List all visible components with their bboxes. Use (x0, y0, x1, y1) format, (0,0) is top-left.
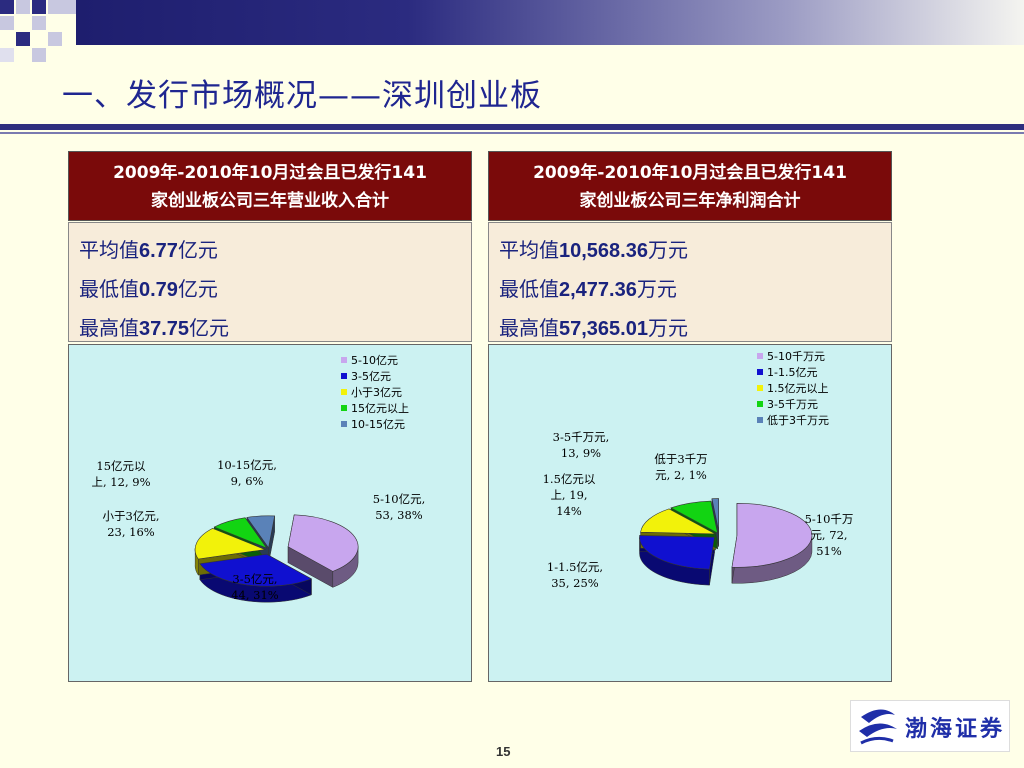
stat-label: 最低值 (79, 277, 139, 301)
title-divider (0, 124, 1024, 130)
stat-value: 10,568.36 (559, 240, 648, 262)
pie-slice (194, 528, 267, 560)
pie-data-label: 3-5亿元, 44, 31% (231, 572, 279, 602)
legend-label: 5-10千万元 (767, 350, 825, 363)
stat-value: 37.75 (139, 318, 190, 340)
revenue-maximum: 最高值37.75亿元 (79, 309, 471, 348)
stat-label: 平均值 (499, 238, 559, 262)
legend-label: 1.5亿元以上 (767, 382, 829, 395)
pie-data-label: 低于3千万元, 2, 1% (654, 452, 707, 482)
stat-unit: 亿元 (177, 277, 218, 301)
legend-swatch (757, 369, 763, 375)
pie-slice (287, 514, 359, 572)
profit-maximum: 最高值57,365.01万元 (499, 309, 891, 348)
revenue-minimum: 最低值0.79亿元 (79, 270, 471, 309)
pie-slice (711, 498, 719, 531)
pie-slice (213, 517, 268, 549)
stat-label: 最低值 (499, 277, 559, 301)
page-number: 15 (496, 744, 511, 759)
profit-minimum: 最低值2,477.36万元 (499, 270, 891, 309)
pie-data-label: 3-5千万元, 13, 9% (553, 430, 610, 460)
pie-slice (199, 553, 313, 587)
company-logo: 渤海证券 (850, 700, 1010, 752)
stat-unit: 万元 (636, 277, 677, 301)
revenue-panel-header: 2009年-2010年10月过会且已发行141 家创业板公司三年营业收入合计 (68, 151, 472, 221)
legend-label: 3-5亿元 (351, 370, 391, 383)
legend-swatch (341, 357, 347, 363)
profit-average: 平均值10,568.36万元 (499, 231, 891, 270)
revenue-average: 平均值6.77亿元 (79, 231, 471, 270)
legend-label: 低于3千万元 (767, 414, 829, 427)
legend-label: 小于3亿元 (351, 386, 402, 399)
stat-unit: 亿元 (189, 316, 230, 340)
pie-data-label: 1.5亿元以上, 19, 14% (543, 472, 596, 518)
legend-label: 3-5千万元 (767, 398, 818, 411)
stat-label: 最高值 (79, 316, 139, 340)
stat-label: 最高值 (499, 316, 559, 340)
pie-data-label: 5-10亿元, 53, 38% (373, 492, 426, 522)
stat-value: 6.77 (139, 240, 178, 262)
revenue-header-line1: 2009年-2010年10月过会且已发行141 (113, 163, 427, 183)
legend-swatch (757, 417, 763, 423)
pie-slice (639, 535, 715, 570)
pie-data-label: 15亿元以上, 12, 9% (92, 459, 151, 489)
pie-slice (246, 515, 276, 549)
profit-header-line2: 家创业板公司三年净利润合计 (579, 191, 801, 211)
profit-header-line1: 2009年-2010年10月过会且已发行141 (533, 163, 847, 183)
legend-swatch (341, 421, 347, 427)
profit-panel-header: 2009年-2010年10月过会且已发行141 家创业板公司三年净利润合计 (488, 151, 892, 221)
logo-mark-icon (859, 709, 897, 745)
legend-swatch (341, 405, 347, 411)
stat-value: 0.79 (139, 279, 178, 301)
stat-unit: 亿元 (177, 238, 218, 262)
revenue-pie-chart-area: 5-10亿元 3-5亿元小于3亿元 15亿元以上 10-15亿元 5-10亿元, 53, … (68, 344, 472, 682)
pie-data-label: 5-10千万元, 72, 51% (805, 512, 854, 558)
legend-swatch (341, 389, 347, 395)
pie-slice (640, 508, 716, 535)
pie-data-label: 小于3亿元, 23, 16% (103, 509, 160, 539)
legend-label: 15亿元以上 (351, 402, 409, 415)
title-divider-thin (0, 132, 1024, 134)
stat-unit: 万元 (647, 316, 688, 340)
legend-label: 10-15亿元 (351, 418, 405, 431)
pie-slice (731, 503, 813, 568)
revenue-header-line2: 家创业板公司三年营业收入合计 (151, 191, 389, 211)
legend-swatch (757, 385, 763, 391)
legend-swatch (757, 401, 763, 407)
legend-label: 1-1.5亿元 (767, 366, 817, 379)
header-gradient-bar (76, 0, 1024, 45)
stat-value: 57,365.01 (559, 318, 648, 340)
pie-slice (670, 500, 718, 534)
pie-data-label: 1-1.5亿元, 35, 25% (547, 560, 603, 590)
stat-unit: 万元 (647, 238, 688, 262)
revenue-stats-box: 平均值6.77亿元 最低值0.79亿元 最高值37.75亿元 (68, 222, 472, 342)
stat-value: 2,477.36 (559, 279, 637, 301)
stat-label: 平均值 (79, 238, 139, 262)
profit-pie-chart-area: 5-10千万元 1-1.5亿元 1.5亿元以上 3-5千万元 低于3千万元 5-10千万元… (488, 344, 892, 682)
legend-swatch (757, 353, 763, 359)
legend-swatch (341, 373, 347, 379)
logo-text: 渤海证券 (905, 717, 1006, 742)
slide-title: 一、发行市场概况——深圳创业板 (62, 78, 542, 114)
profit-stats-box: 平均值10,568.36万元 最低值2,477.36万元 最高值57,365.0… (488, 222, 892, 342)
legend-label: 5-10亿元 (351, 354, 398, 367)
pie-data-label: 10-15亿元, 9, 6% (217, 458, 277, 488)
